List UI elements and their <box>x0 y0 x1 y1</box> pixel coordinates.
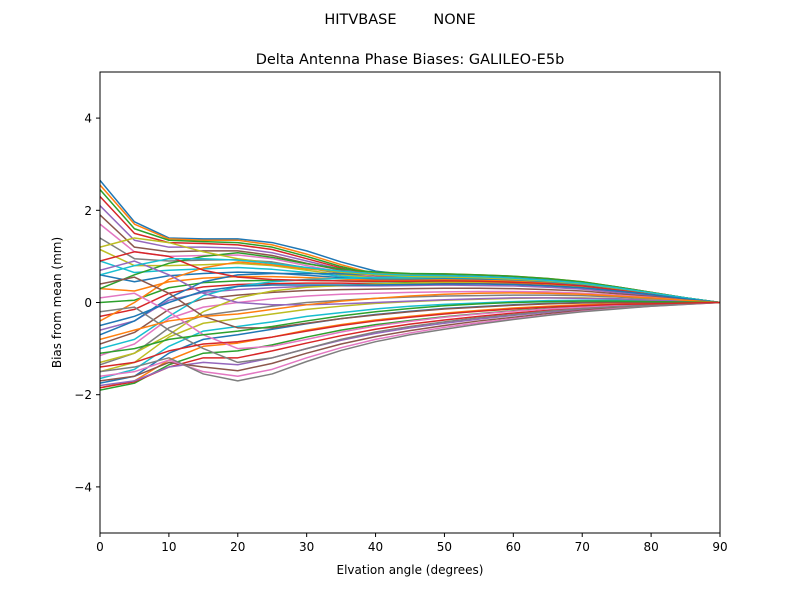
series-line-16 <box>100 287 720 345</box>
series-line-42 <box>100 292 720 341</box>
series-line-40 <box>100 257 720 304</box>
x-tick-label: 20 <box>230 540 245 554</box>
series-layer <box>100 179 720 391</box>
figure-suptitle: HITVBASE NONE <box>324 12 475 28</box>
x-axis: 0 10 20 30 40 50 60 70 80 90 <box>96 533 728 554</box>
x-tick-label: 0 <box>96 540 104 554</box>
series-line-28 <box>100 301 720 382</box>
series-line-15 <box>100 284 720 331</box>
x-tick-label: 10 <box>161 540 176 554</box>
y-tick-label: −4 <box>74 480 92 494</box>
series-line-26 <box>100 301 720 382</box>
series-line-33 <box>100 251 720 304</box>
series-line-38 <box>100 301 720 364</box>
x-tick-label: 90 <box>712 540 727 554</box>
y-tick-label: 0 <box>84 296 92 310</box>
series-line-34 <box>100 251 720 304</box>
y-tick-label: 2 <box>84 204 92 218</box>
y-tick-label: 4 <box>84 112 92 126</box>
series-line-20 <box>100 299 720 380</box>
x-tick-label: 50 <box>437 540 452 554</box>
series-line-17 <box>100 290 720 357</box>
series-line-18 <box>100 294 720 366</box>
x-tick-label: 60 <box>506 540 521 554</box>
y-axis: −4 −2 0 2 4 <box>74 112 100 494</box>
series-line-43 <box>100 300 720 354</box>
x-tick-label: 70 <box>575 540 590 554</box>
series-line-35 <box>100 260 720 306</box>
series-line-41 <box>100 283 720 327</box>
x-tick-label: 30 <box>299 540 314 554</box>
x-tick-label: 40 <box>368 540 383 554</box>
y-axis-label: Bias from mean (mm) <box>50 237 64 368</box>
x-axis-label: Elvation angle (degrees) <box>337 563 484 577</box>
y-tick-label: −2 <box>74 388 92 402</box>
chart-title: Delta Antenna Phase Biases: GALILEO-E5b <box>256 52 565 68</box>
series-line-44 <box>100 301 720 368</box>
x-tick-label: 80 <box>643 540 658 554</box>
